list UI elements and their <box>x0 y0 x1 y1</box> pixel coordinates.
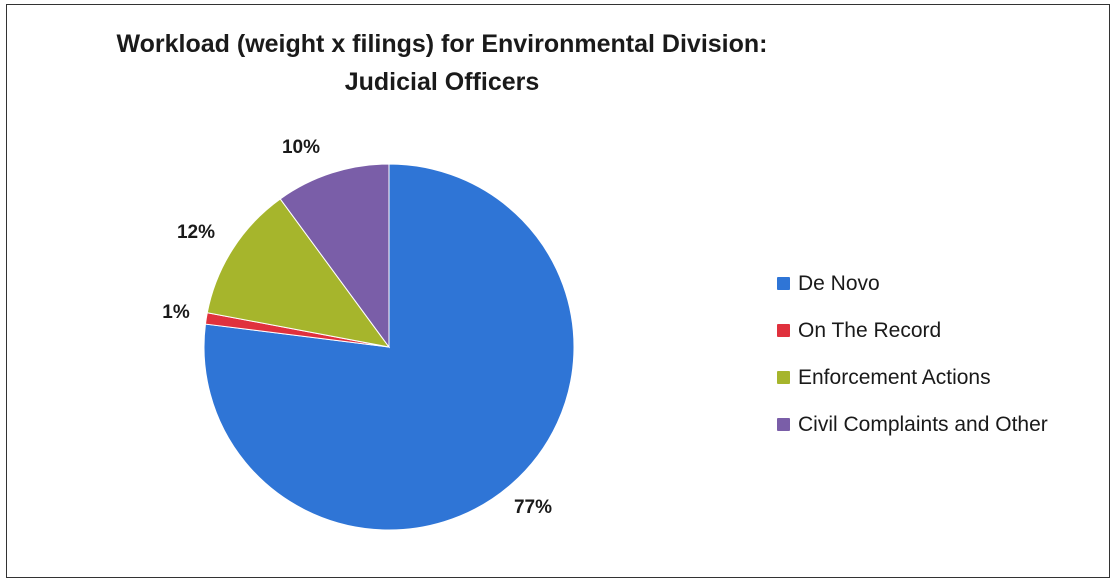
legend-label-on-the-record: On The Record <box>798 318 942 342</box>
legend-swatch-civil-complaints <box>777 418 790 431</box>
legend-item-de-novo: De Novo <box>777 260 1048 307</box>
legend-label-de-novo: De Novo <box>798 271 880 295</box>
legend-swatch-enforcement-actions <box>777 371 790 384</box>
data-label-enforcement-actions: 12% <box>177 222 215 243</box>
pie-slices <box>203 163 575 531</box>
chart-frame: Workload (weight x filings) for Environm… <box>6 4 1110 578</box>
pie-slice-enforcement-actions <box>206 198 391 348</box>
chart-title: Workload (weight x filings) for Environm… <box>7 25 877 101</box>
legend-item-on-the-record: On The Record <box>777 307 1048 354</box>
pie-chart: 77% 1% 12% 10% <box>162 137 575 531</box>
legend-label-enforcement-actions: Enforcement Actions <box>798 365 991 389</box>
chart-title-line-2: Judicial Officers <box>344 68 540 96</box>
data-label-de-novo: 77% <box>514 497 552 518</box>
pie-labels: 77% 1% 12% 10% <box>162 137 552 518</box>
legend: De Novo On The Record Enforcement Action… <box>777 260 1048 448</box>
pie-slice-civil-complaints-and-other <box>279 163 390 349</box>
data-label-civil-complaints-and-other: 10% <box>282 137 320 158</box>
data-label-on-the-record: 1% <box>162 302 190 323</box>
legend-item-enforcement-actions: Enforcement Actions <box>777 354 1048 401</box>
pie-slice-de-novo <box>203 163 575 531</box>
legend-swatch-on-the-record <box>777 324 790 337</box>
legend-swatch-de-novo <box>777 277 790 290</box>
legend-label-civil-complaints: Civil Complaints and Other <box>798 412 1048 436</box>
chart-title-line-1: Workload (weight x filings) for Environm… <box>116 30 768 58</box>
legend-item-civil-complaints: Civil Complaints and Other <box>777 401 1048 448</box>
